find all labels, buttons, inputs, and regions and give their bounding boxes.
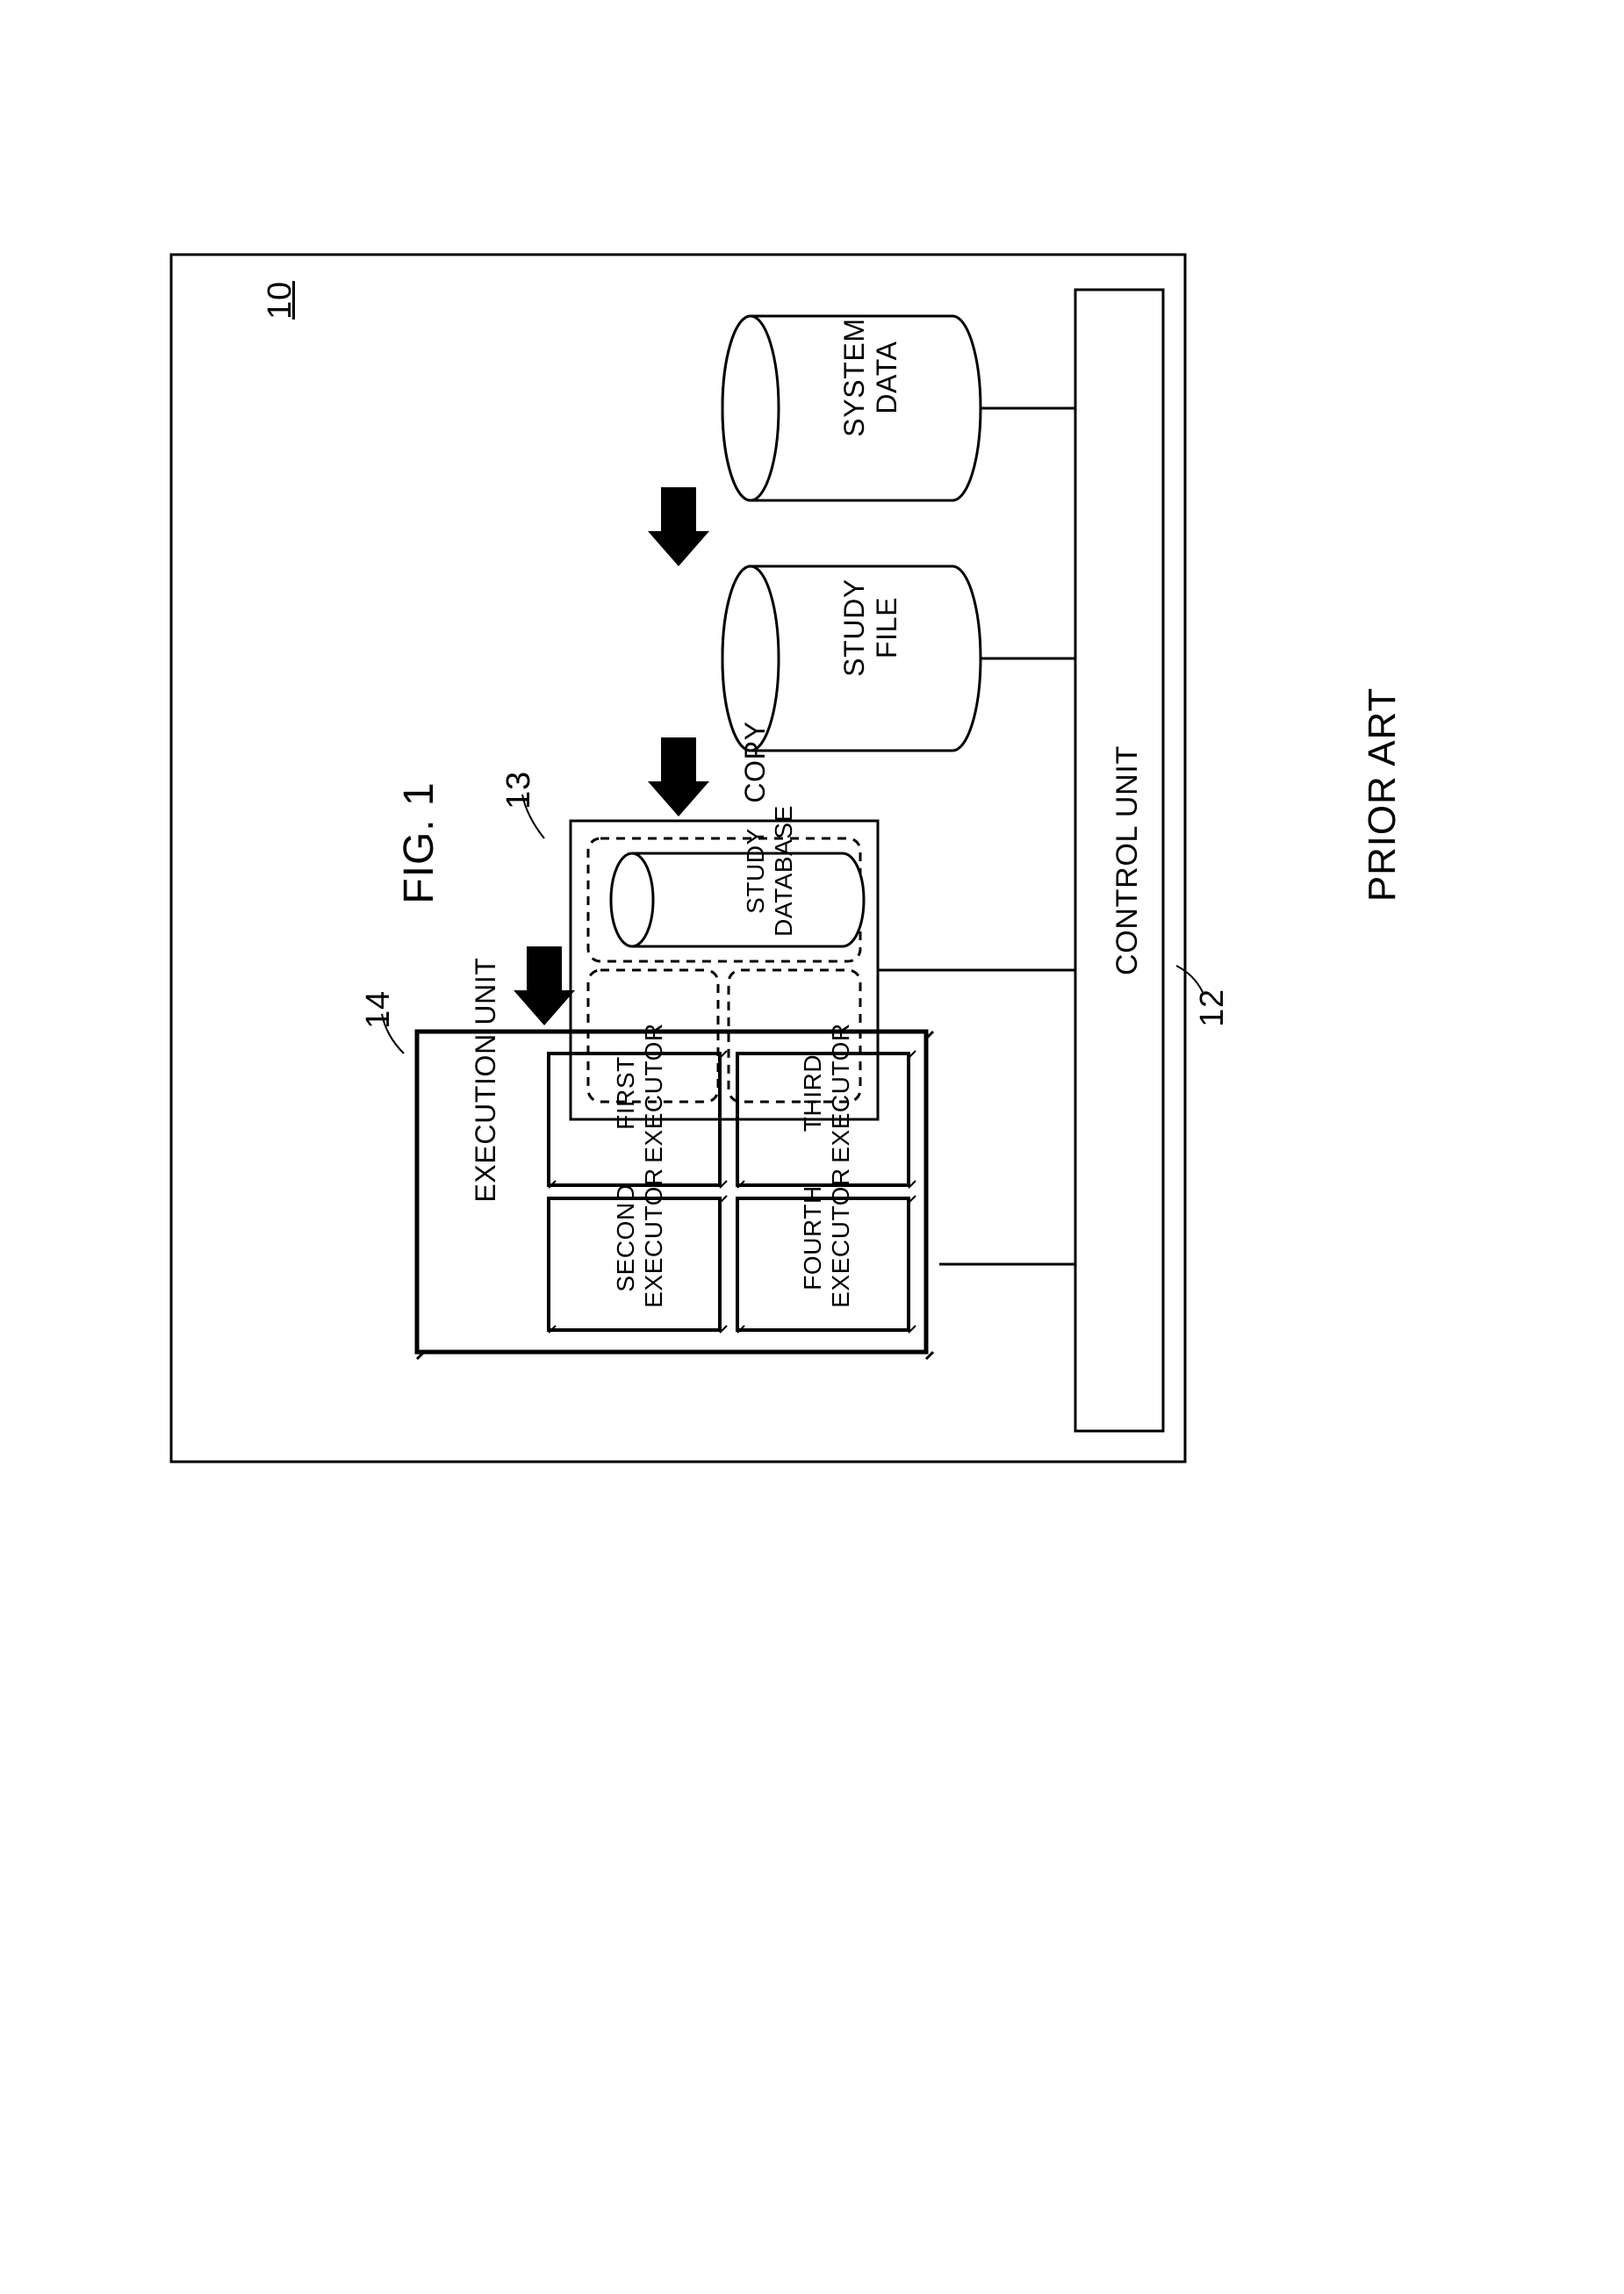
- diagram-canvas: FIG. 1 PRIOR ART 10 12 13 14 COPY SYSTEM…: [0, 0, 1624, 2290]
- figure-title: FIG. 1: [395, 737, 439, 948]
- study-file-label: STUDY FILE: [838, 557, 900, 698]
- prior-art-label: PRIOR ART: [1361, 663, 1405, 926]
- system-data-cylinder-cap2: [722, 316, 779, 500]
- ref-12: 12: [1194, 982, 1229, 1034]
- ref-10: 10: [262, 274, 297, 327]
- arrow-system-to-file: [648, 487, 709, 566]
- arrow-13-to-14: [514, 946, 575, 1025]
- arrow-file-to-13: [648, 737, 709, 816]
- system-data-label: SYSTEM DATA: [838, 307, 900, 448]
- study-db-cylinder-cap: [611, 853, 653, 946]
- study-db-label: STUDY DATABASE: [742, 779, 794, 963]
- second-executor-label: SECOND EXECUTOR: [612, 1150, 665, 1326]
- ref-13: 13: [500, 764, 535, 816]
- executor-3d-edges: [549, 1051, 916, 1333]
- control-unit-label: CONTROL UNIT: [1110, 729, 1146, 992]
- ref-14: 14: [360, 983, 395, 1036]
- fourth-executor-label: FOURTH EXECUTOR: [799, 1150, 852, 1326]
- execution-unit-label: EXECUTION UNIT: [470, 939, 505, 1220]
